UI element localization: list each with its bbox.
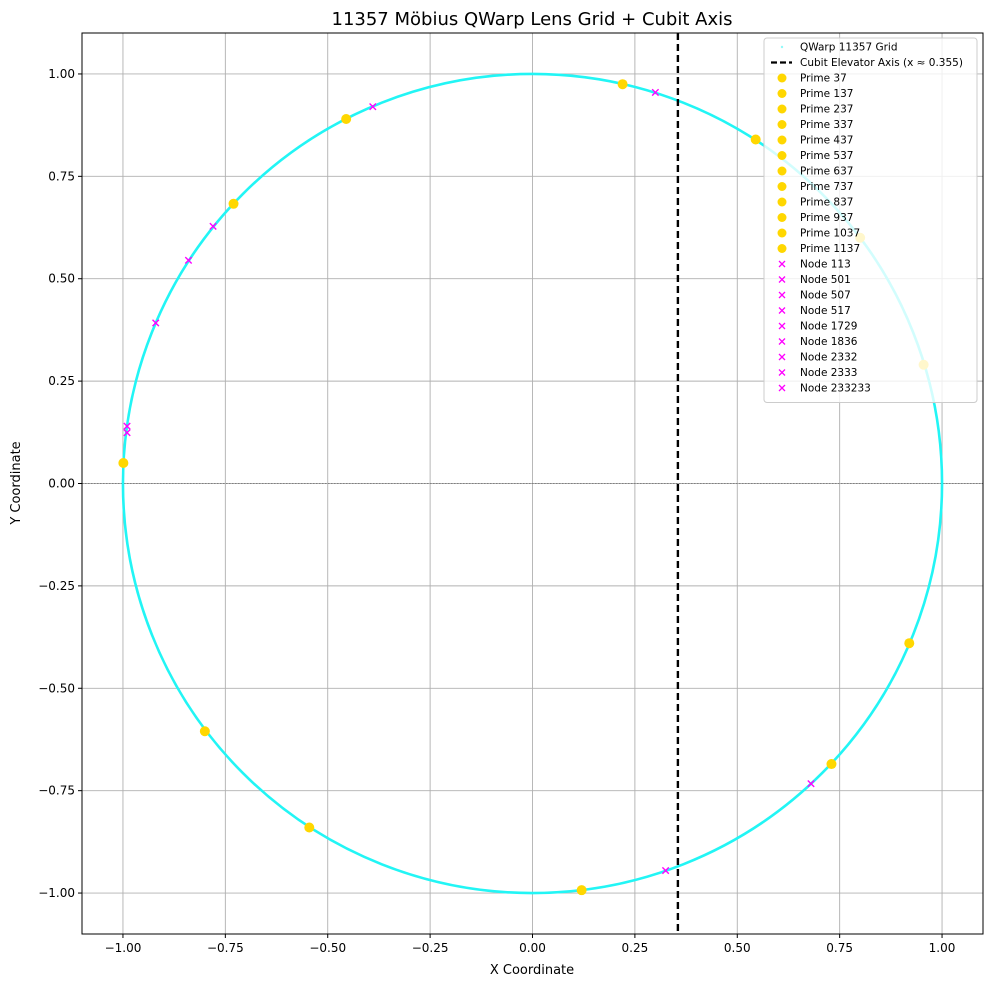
legend-prime-marker	[777, 182, 787, 191]
x-tick-label: 0.75	[826, 941, 853, 955]
x-tick-label: −0.50	[309, 941, 346, 955]
axis-ticks: −1.00 −0.75 −0.50 −0.25 0.00 0.25 0.50 0.75 1.00…	[38, 67, 955, 955]
prime-point	[118, 458, 129, 469]
legend-entry-label: Node 1836	[800, 336, 858, 348]
qwarp-grid-circle	[121, 72, 944, 895]
prime-point	[199, 726, 210, 737]
prime-point	[617, 79, 628, 90]
y-axis-label: Y Coordinate	[9, 441, 24, 525]
legend-node-marker	[778, 276, 786, 283]
legend-prime-marker	[777, 135, 787, 145]
legend-entry-label: Node 113	[800, 259, 851, 271]
legend-prime-marker	[777, 213, 787, 222]
legend-entry-label: Node 517	[800, 305, 851, 317]
legend-entry-label: Prime 537	[800, 150, 853, 162]
legend-node-marker	[778, 369, 786, 376]
legend-entry-label: Node 507	[800, 290, 851, 302]
legend-entry-label: Prime 837	[800, 197, 853, 209]
x-tick-label: 0.50	[724, 941, 751, 955]
legend-entry-label: Prime 437	[800, 135, 853, 147]
y-tick-label: −0.25	[38, 579, 75, 593]
legend-entry-label: Node 233233	[800, 383, 871, 395]
legend-entry-label: Prime 237	[800, 104, 853, 116]
node-point	[661, 866, 670, 875]
y-tick-label: 0.75	[48, 169, 75, 183]
legend-entry-label: Prime 337	[800, 119, 853, 131]
prime-point	[304, 822, 315, 833]
legend-entry-label: Node 501	[800, 274, 851, 286]
legend-entry-label: Cubit Elevator Axis (x ≈ 0.355)	[800, 57, 963, 69]
legend-prime-marker	[777, 73, 787, 83]
legend-prime-marker	[777, 228, 787, 238]
legend-node-marker	[778, 322, 786, 330]
y-tick-label: −0.50	[38, 681, 75, 695]
x-tick-label: 0.25	[622, 941, 649, 955]
legend-node-marker	[778, 260, 786, 268]
x-tick-label: −1.00	[105, 941, 142, 955]
x-axis-label: X Coordinate	[490, 963, 574, 978]
legend-entry-label: Prime 1137	[800, 243, 860, 255]
legend-entry-label: Node 1729	[800, 321, 857, 333]
legend-node-marker	[778, 353, 786, 361]
node-point	[123, 422, 131, 430]
legend-node-marker	[778, 307, 786, 314]
legend-entry-label: Node 2332	[800, 352, 857, 364]
legend-grid-marker	[780, 45, 784, 49]
y-tick-label: 0.00	[48, 477, 75, 491]
chart-title: 11357 Möbius QWarp Lens Grid + Cubit Axi…	[332, 9, 733, 30]
legend-prime-marker	[777, 244, 787, 253]
legend-entry-label: Prime 937	[800, 212, 853, 224]
prime-point	[341, 114, 352, 125]
legend-box	[763, 37, 978, 403]
x-tick-label: −0.25	[412, 941, 449, 955]
x-tick-label: 1.00	[929, 941, 956, 955]
y-tick-label: 0.50	[48, 272, 75, 286]
y-tick-label: −1.00	[38, 886, 75, 900]
legend: QWarp 11357 Grid Cubit Elevator Axis (x ≈…	[763, 37, 978, 403]
prime-point	[750, 134, 761, 145]
legend-prime-marker	[777, 104, 787, 114]
node-point	[152, 319, 160, 327]
y-tick-label: 1.00	[48, 67, 75, 81]
legend-node-marker	[778, 291, 786, 299]
x-tick-label: −0.75	[207, 941, 244, 955]
legend-entry-label: Prime 637	[800, 166, 853, 178]
legend-entry-label: Node 2333	[800, 367, 857, 379]
legend-node-marker	[778, 338, 786, 345]
legend-entry-label: Prime 37	[800, 73, 847, 85]
y-tick-label: 0.25	[48, 374, 75, 388]
legend-prime-marker	[777, 89, 787, 98]
legend-prime-marker	[777, 197, 787, 207]
legend-node-marker	[778, 384, 786, 392]
legend-prime-marker	[777, 120, 787, 129]
node-point	[184, 256, 193, 264]
legend-prime-marker	[777, 151, 787, 160]
x-tick-label: 0.00	[519, 941, 546, 955]
legend-entry-label: Prime 1037	[800, 228, 860, 240]
prime-point	[826, 759, 837, 770]
y-tick-label: −0.75	[38, 784, 75, 798]
node-point	[651, 88, 660, 97]
node-point	[807, 780, 815, 788]
legend-entry-label: QWarp 11357 Grid	[800, 42, 898, 54]
prime-point	[904, 638, 915, 649]
prime-point	[228, 198, 239, 209]
legend-entry-label: Prime 137	[800, 88, 853, 100]
prime-point	[576, 885, 587, 896]
node-point	[123, 429, 131, 437]
node-point	[209, 222, 217, 230]
legend-entry-label: Prime 737	[800, 181, 853, 193]
legend-prime-marker	[777, 166, 787, 176]
node-point	[369, 103, 377, 111]
